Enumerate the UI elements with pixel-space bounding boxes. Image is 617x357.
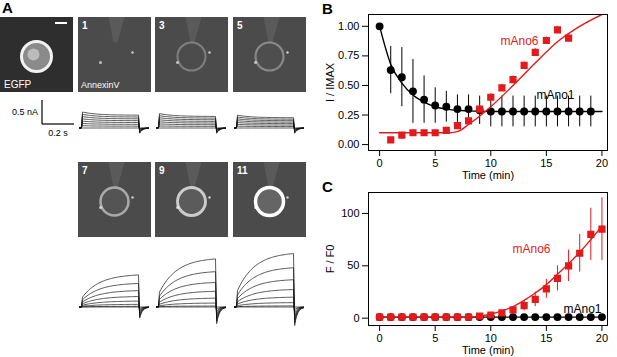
svg-text:mAno6: mAno6	[513, 242, 551, 256]
svg-text:0.25: 0.25	[338, 109, 359, 121]
svg-text:Time (min): Time (min)	[462, 344, 514, 356]
svg-text:9: 9	[159, 165, 165, 176]
svg-text:0.50: 0.50	[338, 79, 359, 91]
svg-text:20: 20	[596, 332, 608, 344]
svg-text:20: 20	[596, 157, 608, 169]
svg-text:mAno1: mAno1	[564, 302, 602, 316]
svg-text:5: 5	[237, 20, 243, 31]
svg-text:10: 10	[485, 157, 497, 169]
svg-text:mAno6: mAno6	[501, 34, 539, 48]
svg-text:F / F0: F / F0	[324, 245, 336, 274]
svg-text:0: 0	[377, 157, 383, 169]
svg-text:11: 11	[237, 165, 248, 176]
svg-text:0.00: 0.00	[338, 138, 359, 150]
svg-text:0: 0	[353, 312, 359, 324]
svg-text:50: 50	[347, 259, 359, 271]
svg-text:0: 0	[377, 332, 383, 344]
svg-text:100: 100	[341, 207, 359, 219]
svg-text:0.2 s: 0.2 s	[48, 128, 68, 138]
svg-text:15: 15	[540, 157, 552, 169]
svg-text:I / IMAX: I / IMAX	[324, 62, 336, 102]
html-text:B: B	[322, 0, 333, 17]
html-text:C: C	[322, 178, 333, 195]
svg-text:A: A	[2, 0, 13, 16]
svg-text:3: 3	[159, 20, 165, 31]
svg-text:7: 7	[82, 165, 88, 176]
svg-text:1: 1	[82, 20, 88, 31]
svg-text:EGFP: EGFP	[4, 79, 32, 90]
svg-text:5: 5	[432, 157, 438, 169]
svg-text:0.75: 0.75	[338, 49, 359, 61]
svg-text:5: 5	[432, 332, 438, 344]
svg-text:0.5 nA: 0.5 nA	[12, 107, 38, 117]
svg-text:mAno1: mAno1	[537, 88, 575, 102]
svg-text:10: 10	[485, 332, 497, 344]
svg-text:15: 15	[540, 332, 552, 344]
svg-text:AnnexinV: AnnexinV	[81, 80, 120, 90]
svg-text:1.00: 1.00	[338, 20, 359, 32]
svg-text:Time (min): Time (min)	[462, 169, 514, 181]
